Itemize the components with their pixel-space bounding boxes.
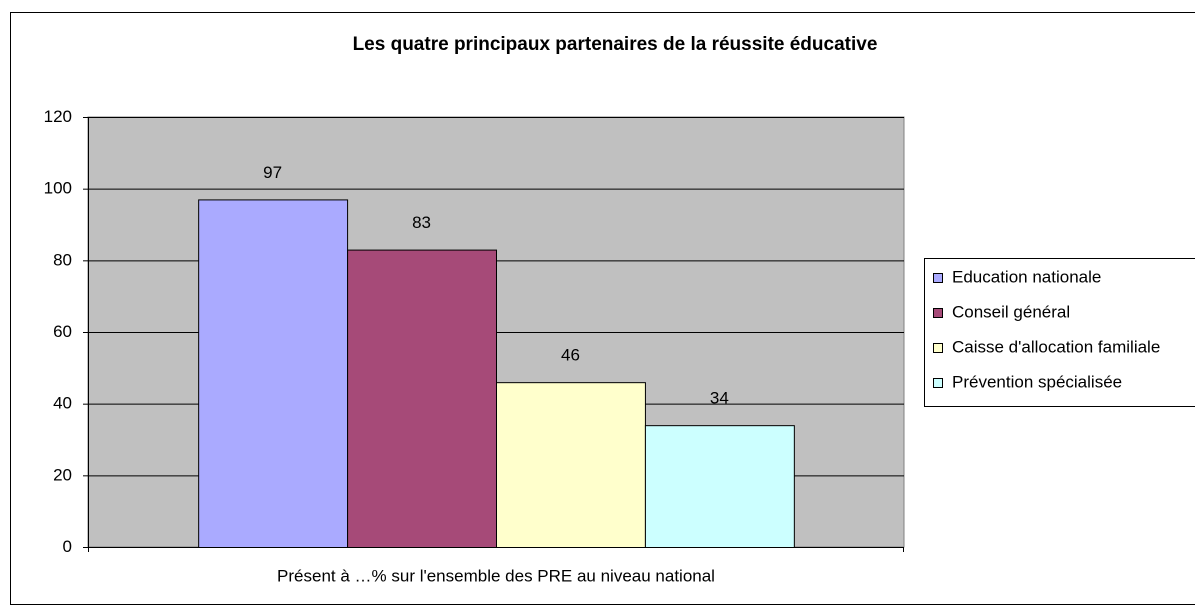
y-tick-label: 80 (53, 250, 72, 269)
legend-label: Conseil général (952, 302, 1070, 321)
y-tick-label: 120 (44, 107, 72, 126)
legend-label: Caisse d'allocation familiale (952, 337, 1160, 356)
data-label: 46 (561, 346, 580, 365)
y-tick-label: 20 (53, 465, 72, 484)
y-tick-label: 60 (53, 322, 72, 341)
y-tick-label: 40 (53, 394, 72, 413)
data-label: 83 (412, 213, 431, 232)
bar (496, 382, 646, 548)
bar (644, 425, 795, 548)
legend-box (924, 258, 1195, 407)
legend-label: Prévention spécialisée (952, 372, 1122, 391)
bar (198, 199, 349, 549)
legend-swatch (933, 273, 943, 283)
y-tick-label: 0 (63, 537, 72, 556)
legend-label: Education nationale (952, 267, 1101, 286)
x-tick-label: Présent à …% sur l'ensemble des PRE au n… (277, 566, 715, 585)
legend-swatch (933, 343, 943, 353)
data-label: 34 (710, 389, 729, 408)
chart-title: Les quatre principaux partenaires de la … (353, 34, 878, 55)
legend-swatch (933, 378, 943, 388)
bar (347, 249, 497, 548)
y-tick-label: 100 (44, 179, 72, 198)
data-label: 97 (263, 163, 282, 182)
legend-swatch (933, 308, 943, 318)
